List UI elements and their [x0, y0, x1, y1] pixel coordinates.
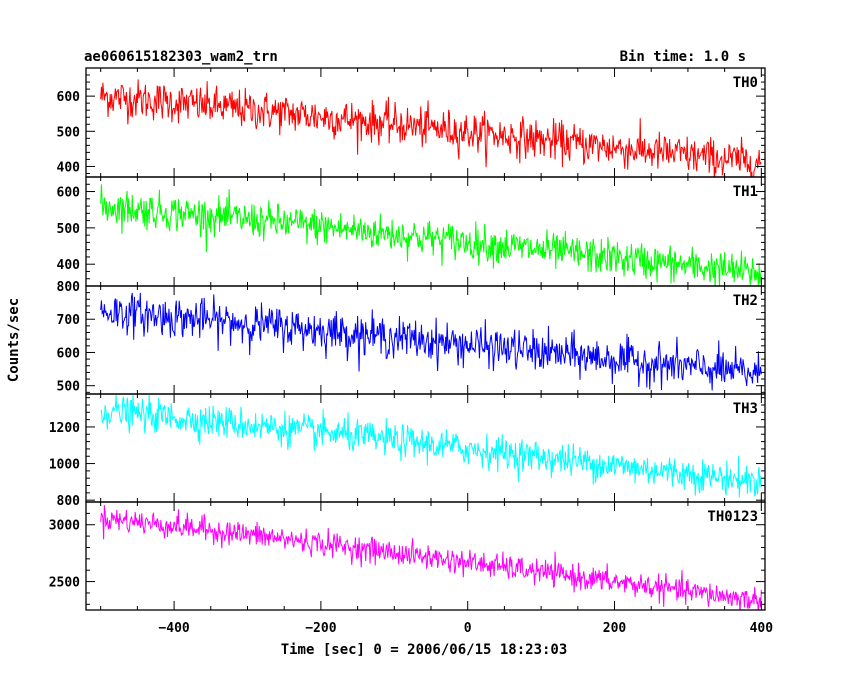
panel-label: TH1	[733, 184, 758, 200]
y-tick-label: 3000	[49, 519, 80, 534]
y-tick-label: 600	[57, 346, 81, 361]
series-line-th1	[100, 184, 762, 286]
y-tick-label: 600	[57, 90, 81, 105]
y-tick-label: 800	[57, 280, 81, 295]
y-tick-label: 800	[57, 494, 81, 509]
panel-th2: 500 600 700 800 TH2	[57, 280, 766, 395]
panel-label: TH0123	[707, 509, 758, 525]
panel-frame	[85, 285, 766, 395]
series-line-th2	[100, 292, 762, 391]
series-line-th0123	[100, 505, 762, 610]
x-tick-label: −400	[158, 621, 189, 636]
y-tick-label: 700	[57, 313, 81, 328]
x-tick-label: 200	[603, 621, 627, 636]
y-tick-label: 1200	[49, 421, 80, 436]
panel-label: TH0	[733, 75, 758, 91]
y-tick-label: 2500	[49, 576, 80, 591]
y-tick-label: 400	[57, 160, 81, 175]
x-tick-label: 0	[464, 621, 472, 636]
panel-frame	[85, 176, 766, 287]
series-line-th3	[100, 394, 762, 498]
y-tick-label: 500	[57, 222, 81, 237]
bin-time-label: Bin time: 1.0 s	[620, 49, 746, 65]
panel-frame	[85, 501, 766, 611]
y-tick-label: 400	[57, 258, 81, 273]
y-tick-label: 600	[57, 186, 81, 201]
panel-label: TH2	[733, 293, 758, 309]
panel-label: TH3	[733, 401, 758, 417]
panel-th0: 400 500 600 TH0	[57, 67, 766, 178]
panel-th0123: 2500 3000 TH0123	[49, 501, 766, 611]
x-tick-label: 400	[750, 621, 774, 636]
panel-th1: 400 500 600 TH1	[57, 176, 766, 287]
y-tick-label: 500	[57, 380, 81, 395]
y-axis-label: Counts/sec	[6, 298, 22, 382]
panel-frame	[85, 393, 766, 503]
x-axis-label: Time [sec] 0 = 2006/06/15 18:23:03	[281, 642, 568, 658]
x-tick-label: −200	[305, 621, 336, 636]
panel-th3: 800 1000 1200 TH3	[49, 393, 766, 509]
chart-title: ae060615182303_wam2_trn	[84, 49, 278, 65]
y-tick-label: 1000	[49, 458, 80, 473]
panels-group: 400 500 600 TH0 400 500 600 TH1 500 600 700 800 TH2 8…	[49, 67, 774, 636]
y-tick-label: 500	[57, 125, 81, 140]
series-line-th0	[100, 79, 762, 177]
